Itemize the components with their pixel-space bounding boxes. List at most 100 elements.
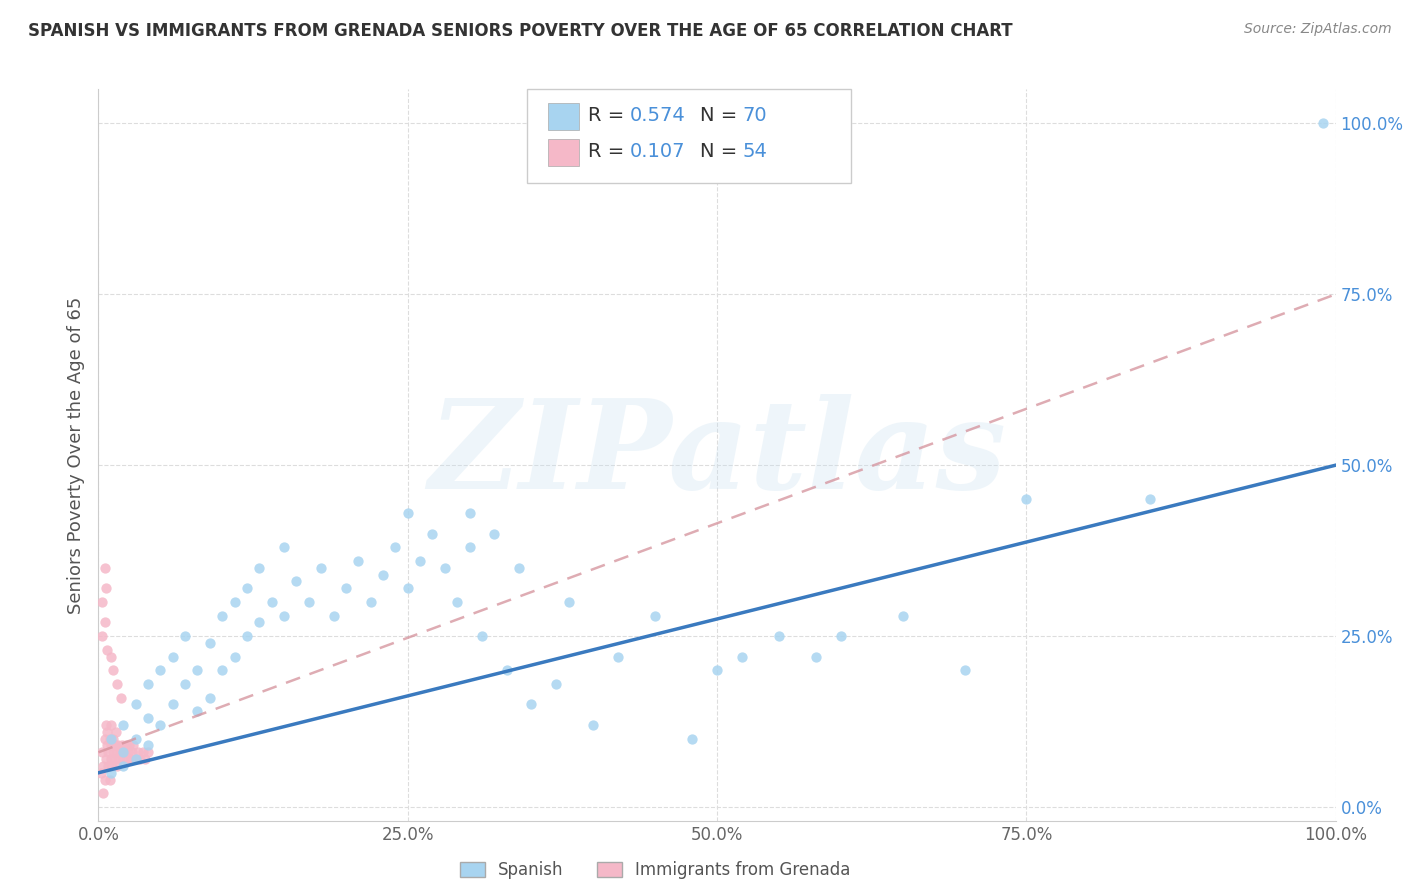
Text: SPANISH VS IMMIGRANTS FROM GRENADA SENIORS POVERTY OVER THE AGE OF 65 CORRELATIO: SPANISH VS IMMIGRANTS FROM GRENADA SENIO… [28, 22, 1012, 40]
Point [149, 663, 172, 677]
Point [97, 759, 120, 773]
Text: 0.107: 0.107 [630, 142, 685, 161]
Point [104, 724, 127, 739]
Point [644, 608, 666, 623]
Point [112, 718, 135, 732]
Point [103, 731, 125, 746]
Point [285, 574, 308, 589]
Text: 54: 54 [742, 142, 768, 161]
Text: R =: R = [588, 142, 630, 161]
Point [136, 739, 159, 753]
Point [98, 731, 121, 746]
Point [124, 698, 146, 712]
Point [121, 745, 143, 759]
Point [136, 677, 159, 691]
Point [830, 629, 852, 643]
Point [236, 629, 259, 643]
Point [115, 752, 138, 766]
Point [93, 786, 115, 800]
Point [136, 711, 159, 725]
Point [105, 745, 128, 759]
Point [96, 642, 118, 657]
Point [273, 608, 295, 623]
Text: Source: ZipAtlas.com: Source: ZipAtlas.com [1244, 22, 1392, 37]
Point [100, 765, 122, 780]
Point [94, 718, 117, 732]
Text: 0.574: 0.574 [630, 106, 686, 126]
Point [546, 677, 568, 691]
Point [120, 752, 142, 766]
Point [103, 752, 125, 766]
Point [162, 649, 184, 664]
Point [557, 595, 579, 609]
Point [105, 677, 128, 691]
Point [112, 752, 135, 766]
Point [260, 595, 283, 609]
Point [247, 560, 270, 574]
Point [112, 759, 135, 773]
Point [100, 752, 122, 766]
Point [93, 731, 115, 746]
Point [90, 765, 112, 780]
Point [1015, 492, 1038, 507]
Point [93, 759, 115, 773]
Point [96, 739, 118, 753]
Text: N =: N = [700, 142, 744, 161]
Point [105, 759, 128, 773]
Point [107, 739, 129, 753]
Point [371, 567, 394, 582]
Point [224, 595, 246, 609]
Point [681, 731, 703, 746]
Point [607, 649, 630, 664]
Point [1312, 116, 1334, 130]
Point [396, 506, 419, 520]
Point [132, 745, 155, 759]
Text: N =: N = [700, 106, 744, 126]
Point [93, 772, 115, 787]
Point [768, 629, 790, 643]
Point [110, 690, 132, 705]
Point [198, 636, 221, 650]
Point [211, 608, 233, 623]
Point [100, 739, 122, 753]
Point [97, 745, 120, 759]
Point [96, 724, 118, 739]
Point [384, 540, 406, 554]
Point [98, 772, 121, 787]
Point [706, 663, 728, 677]
Point [134, 752, 156, 766]
Point [94, 581, 117, 595]
Point [495, 663, 517, 677]
Point [508, 560, 530, 574]
Point [731, 649, 754, 664]
Point [93, 560, 115, 574]
Point [211, 663, 233, 677]
Point [112, 745, 135, 759]
Point [891, 608, 914, 623]
Point [103, 663, 125, 677]
Point [174, 677, 197, 691]
Point [186, 663, 208, 677]
Point [93, 615, 115, 630]
Point [91, 745, 114, 759]
Point [162, 698, 184, 712]
Point [100, 731, 122, 746]
Point [360, 595, 382, 609]
Point [422, 526, 444, 541]
Point [273, 540, 295, 554]
Point [117, 745, 139, 759]
Point [124, 752, 146, 766]
Point [247, 615, 270, 630]
Legend: Spanish, Immigrants from Grenada: Spanish, Immigrants from Grenada [453, 855, 858, 886]
Point [484, 526, 506, 541]
Point [186, 704, 208, 718]
Point [124, 752, 146, 766]
Point [347, 554, 370, 568]
Point [101, 759, 124, 773]
Point [103, 745, 125, 759]
Point [804, 649, 827, 664]
Point [471, 629, 494, 643]
Point [335, 581, 357, 595]
Point [124, 731, 146, 746]
Point [298, 595, 321, 609]
